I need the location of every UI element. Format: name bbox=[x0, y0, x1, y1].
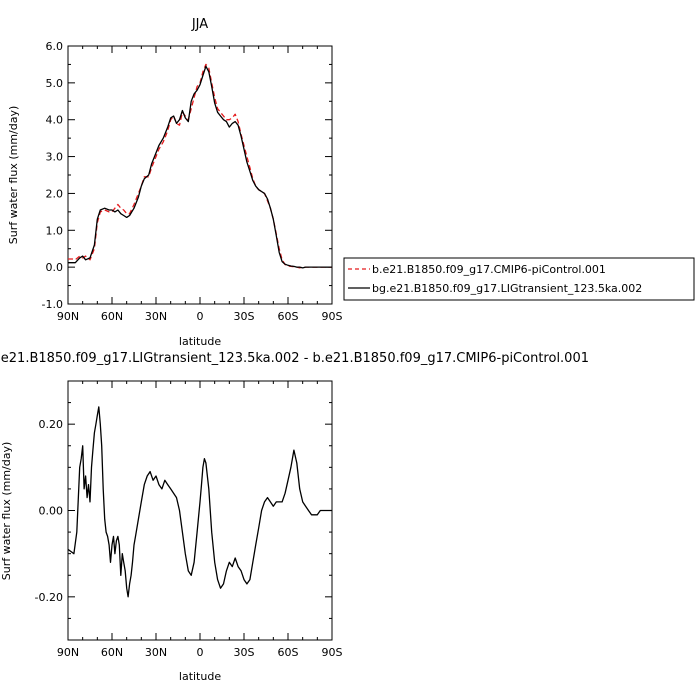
top-chart-title: JJA bbox=[191, 17, 208, 32]
y-tick-label: -0.20 bbox=[35, 591, 63, 604]
x-tick-label: 30N bbox=[145, 310, 167, 323]
series-line-lig bbox=[68, 65, 332, 269]
bottom-x-ticks: 90N 60N 30N 0 30S 60S 90S bbox=[57, 381, 343, 659]
bottom-x-axis-label: latitude bbox=[179, 670, 221, 683]
top-x-ticks: 90N 60N 30N 0 30S 60S 90S bbox=[57, 46, 343, 323]
top-y-axis-label: Surf water flux (mm/day) bbox=[7, 106, 20, 245]
x-tick-label: 30S bbox=[234, 310, 255, 323]
x-tick-label: 90N bbox=[57, 310, 79, 323]
bottom-chart-title: bg.e21.B1850.f09_g17.LIGtransient_123.5k… bbox=[0, 351, 589, 366]
y-tick-label: 0.0 bbox=[46, 261, 64, 274]
top-x-axis-label: latitude bbox=[179, 335, 221, 348]
y-tick-label: 1.0 bbox=[46, 224, 64, 237]
bottom-y-axis-label: Surf water flux (mm/day) bbox=[0, 442, 13, 581]
top-series-lines bbox=[68, 63, 332, 269]
x-tick-label: 60S bbox=[278, 310, 299, 323]
top-panel: JJA 90N 60N 30N 0 30S 60S 90S -1.0 0.0 1.0 2.0 3.0… bbox=[7, 17, 343, 348]
x-tick-label: 30S bbox=[234, 646, 255, 659]
series-line-control bbox=[68, 63, 332, 269]
y-tick-label: -1.0 bbox=[42, 298, 63, 311]
x-tick-label: 90S bbox=[322, 646, 343, 659]
legend-label-lig: bg.e21.B1850.f09_g17.LIGtransient_123.5k… bbox=[372, 282, 642, 295]
y-tick-label: 0.20 bbox=[39, 418, 64, 431]
x-tick-label: 90N bbox=[57, 646, 79, 659]
y-tick-label: 3.0 bbox=[46, 151, 64, 164]
y-tick-label: 2.0 bbox=[46, 187, 64, 200]
legend: b.e21.B1850.f09_g17.CMIP6-piControl.001 … bbox=[343, 257, 695, 301]
top-y-ticks: -1.0 0.0 1.0 2.0 3.0 4.0 5.0 6.0 bbox=[42, 40, 332, 311]
legend-box bbox=[343, 257, 695, 301]
legend-label-control: b.e21.B1850.f09_g17.CMIP6-piControl.001 bbox=[372, 263, 606, 276]
bottom-y-ticks: -0.20 0.00 0.20 bbox=[35, 380, 332, 641]
bottom-panel: bg.e21.B1850.f09_g17.LIGtransient_123.5k… bbox=[0, 351, 589, 683]
bottom-plot-frame bbox=[67, 380, 333, 641]
bottom-series-lines bbox=[67, 406, 332, 598]
x-tick-label: 0 bbox=[197, 646, 204, 659]
x-tick-label: 60N bbox=[101, 310, 123, 323]
x-tick-label: 90S bbox=[322, 310, 343, 323]
x-tick-label: 60S bbox=[278, 646, 299, 659]
x-tick-label: 30N bbox=[145, 646, 167, 659]
y-tick-label: 6.0 bbox=[46, 40, 64, 53]
x-tick-label: 60N bbox=[101, 646, 123, 659]
y-tick-label: 5.0 bbox=[46, 77, 64, 90]
y-tick-label: 0.00 bbox=[39, 505, 64, 518]
y-tick-label: 4.0 bbox=[46, 114, 64, 127]
x-tick-label: 0 bbox=[197, 310, 204, 323]
series-line-difference bbox=[67, 406, 332, 598]
